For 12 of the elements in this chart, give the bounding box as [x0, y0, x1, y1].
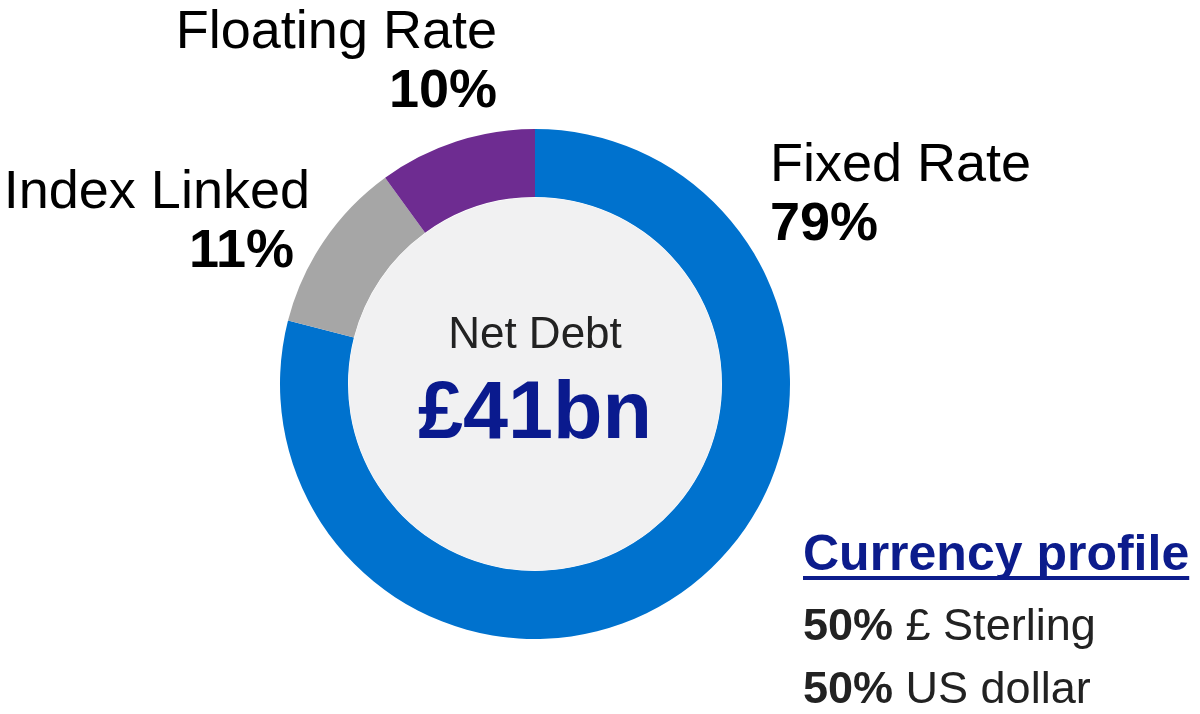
text: 50% £ Sterling — [803, 599, 1096, 650]
text: Currency profile — [803, 525, 1190, 581]
slice-label: Fixed Rate — [770, 132, 1032, 192]
text: £41bn — [417, 365, 653, 455]
text: Net Debt — [448, 308, 622, 357]
slice-label: Floating Rate — [175, 0, 497, 59]
data-label: 11% — [188, 218, 294, 278]
data-label: 79% — [770, 191, 879, 251]
donut-slice — [385, 129, 535, 233]
slice-label: Index Linked — [3, 159, 310, 219]
data-label: 10% — [388, 58, 497, 118]
text: 50% US dollar — [803, 662, 1091, 713]
